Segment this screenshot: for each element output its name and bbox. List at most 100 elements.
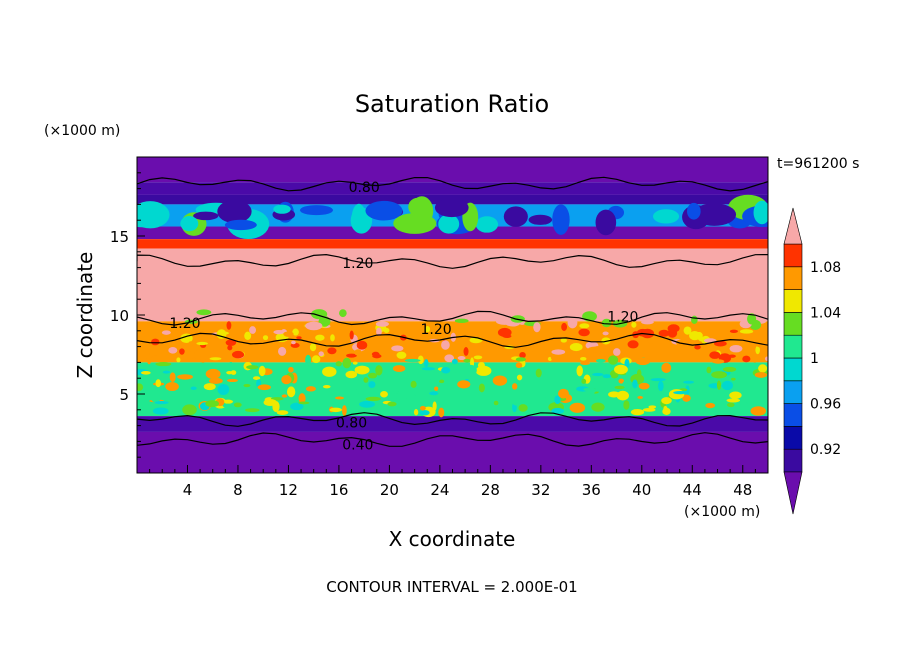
field-texture bbox=[170, 330, 180, 337]
field-texture bbox=[323, 385, 331, 389]
field-texture bbox=[729, 329, 738, 334]
field-texture bbox=[729, 391, 742, 400]
field-texture bbox=[155, 362, 172, 367]
field-texture bbox=[305, 386, 316, 392]
field-texture bbox=[683, 326, 692, 335]
field-texture bbox=[434, 198, 469, 218]
field-texture bbox=[151, 394, 161, 403]
field-texture bbox=[591, 402, 605, 412]
colorbar-label: 0.96 bbox=[810, 397, 841, 413]
band-9 bbox=[137, 416, 768, 432]
field-texture bbox=[249, 326, 257, 334]
x-tick-label: 40 bbox=[632, 481, 651, 499]
colorbar-swatch bbox=[783, 448, 803, 473]
field-texture bbox=[711, 359, 725, 364]
contour-line bbox=[137, 310, 768, 326]
field-texture bbox=[162, 370, 171, 374]
field-texture bbox=[205, 400, 219, 408]
field-texture bbox=[475, 365, 492, 376]
field-texture bbox=[231, 350, 245, 359]
field-texture bbox=[375, 365, 383, 376]
field-texture bbox=[515, 357, 527, 362]
contour-label-5: 0.80 bbox=[336, 415, 367, 431]
field-texture bbox=[579, 323, 590, 329]
field-texture bbox=[564, 376, 577, 383]
field-texture bbox=[365, 396, 381, 401]
field-texture bbox=[155, 379, 161, 388]
field-texture bbox=[419, 405, 426, 411]
field-texture bbox=[225, 339, 237, 346]
field-texture bbox=[454, 363, 461, 374]
field-texture bbox=[194, 350, 199, 359]
contour-line bbox=[137, 253, 768, 269]
field-texture bbox=[475, 216, 499, 233]
x-tick-label: 12 bbox=[279, 481, 298, 499]
x-tick-label: 28 bbox=[481, 481, 500, 499]
field-texture bbox=[296, 336, 302, 340]
x-tick-label: 44 bbox=[683, 481, 702, 499]
field-texture bbox=[299, 205, 334, 216]
field-texture bbox=[226, 370, 233, 375]
field-texture bbox=[716, 380, 722, 390]
field-texture bbox=[176, 357, 181, 363]
field-texture bbox=[595, 358, 606, 363]
colorbar-label: 1 bbox=[810, 351, 819, 367]
field-texture bbox=[273, 330, 285, 335]
field-texture bbox=[438, 407, 445, 418]
x-tick-label: 48 bbox=[733, 481, 752, 499]
field-texture bbox=[444, 308, 458, 317]
contour-line bbox=[137, 332, 768, 348]
field-texture bbox=[283, 331, 294, 337]
field-texture bbox=[305, 336, 310, 341]
field-texture bbox=[334, 396, 345, 400]
field-texture bbox=[682, 394, 691, 402]
field-texture bbox=[298, 401, 310, 405]
field-texture bbox=[188, 341, 193, 349]
field-texture bbox=[215, 350, 228, 360]
field-texture bbox=[246, 365, 259, 370]
field-texture bbox=[552, 204, 570, 235]
field-texture bbox=[311, 355, 321, 364]
field-texture bbox=[463, 358, 471, 363]
field-texture bbox=[512, 397, 521, 406]
field-texture bbox=[454, 318, 469, 324]
field-texture bbox=[613, 348, 621, 356]
field-texture bbox=[258, 365, 266, 377]
field-texture bbox=[208, 377, 223, 384]
field-texture bbox=[257, 384, 271, 391]
field-texture bbox=[419, 410, 430, 416]
contour-interval-footer: CONTOUR INTERVAL = 2.000E-01 bbox=[326, 578, 577, 596]
field-texture bbox=[395, 392, 408, 400]
field-texture bbox=[305, 354, 312, 366]
field-texture bbox=[438, 214, 460, 234]
field-texture bbox=[432, 401, 437, 411]
band-8 bbox=[137, 362, 768, 417]
contour-label-3: 1.20 bbox=[421, 322, 452, 338]
field-texture bbox=[641, 320, 654, 325]
field-texture bbox=[341, 405, 347, 416]
x-tick-label: 4 bbox=[183, 481, 193, 499]
field-texture bbox=[298, 393, 306, 404]
field-texture bbox=[387, 401, 397, 407]
x-tick-label: 36 bbox=[582, 481, 601, 499]
field-texture bbox=[493, 400, 499, 406]
field-texture bbox=[346, 353, 357, 358]
field-texture bbox=[356, 340, 368, 350]
field-texture bbox=[380, 391, 388, 398]
field-texture bbox=[363, 377, 369, 383]
field-texture bbox=[281, 375, 292, 385]
field-texture bbox=[451, 358, 458, 365]
field-texture bbox=[434, 386, 439, 391]
field-texture bbox=[180, 216, 199, 232]
field-texture bbox=[456, 321, 461, 328]
field-texture bbox=[592, 372, 604, 377]
field-texture bbox=[519, 352, 526, 359]
colorbar-swatch bbox=[783, 289, 803, 313]
x-tick-label: 32 bbox=[531, 481, 550, 499]
field-texture bbox=[182, 404, 197, 416]
field-texture bbox=[569, 402, 586, 413]
field-texture bbox=[224, 219, 257, 231]
field-texture bbox=[553, 325, 559, 330]
field-texture bbox=[457, 355, 466, 361]
band-1 bbox=[137, 182, 768, 195]
